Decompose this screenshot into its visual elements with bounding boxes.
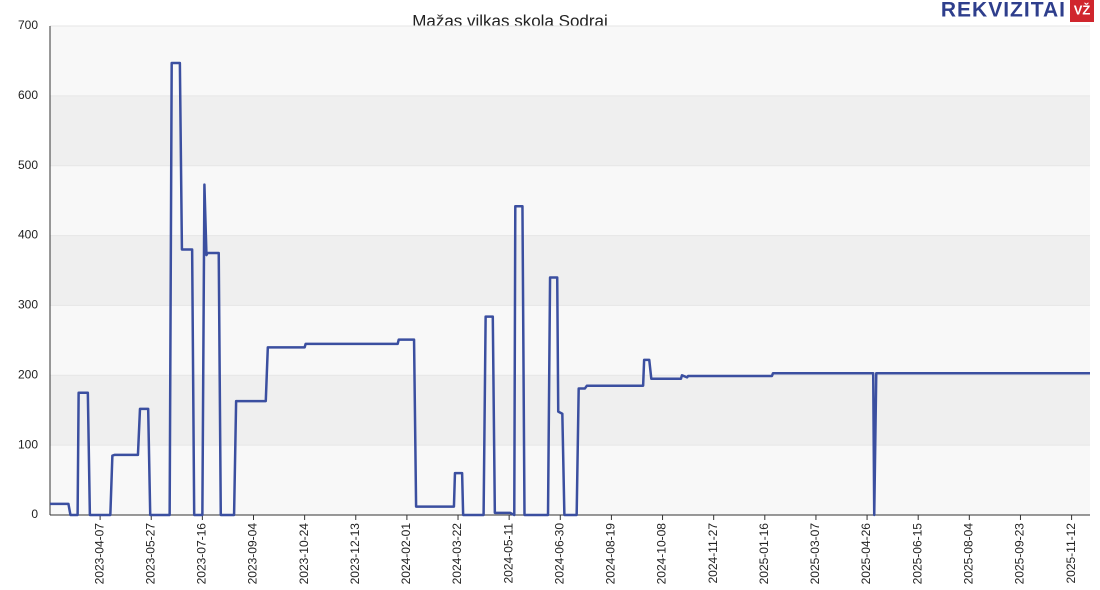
y-tick-label: 400 (18, 228, 38, 242)
x-tick-label: 2023-04-07 (92, 523, 106, 585)
x-tick-label: 2023-10-24 (297, 523, 311, 585)
x-tick-label: 2023-07-16 (195, 523, 209, 585)
y-tick-label: 0 (31, 507, 38, 521)
x-tick-label: 2025-09-23 (1013, 523, 1027, 585)
x-tick-label: 2024-08-19 (604, 523, 618, 585)
x-tick-label: 2025-08-04 (962, 523, 976, 585)
y-tick-label: 200 (18, 367, 38, 381)
x-tick-label: 2025-01-16 (757, 523, 771, 585)
y-tick-label: 700 (18, 18, 38, 32)
x-tick-label: 2024-11-27 (706, 523, 720, 584)
x-tick-label: 2023-05-27 (143, 523, 157, 585)
logo-badge-box (1070, 0, 1094, 22)
grid-band (50, 95, 1090, 166)
x-tick-label: 2024-06-30 (552, 523, 566, 585)
x-tick-label: 2023-09-04 (246, 523, 260, 585)
x-tick-label: 2025-06-15 (910, 523, 924, 585)
grid-band (50, 375, 1090, 446)
logo-brand: REKVIZITAI (941, 0, 1066, 22)
y-tick-label: 100 (18, 437, 38, 451)
x-tick-label: 2024-05-11 (501, 523, 515, 584)
x-tick-label: 2025-11-12 (1064, 523, 1078, 584)
logo-badge: VŽ (1074, 2, 1091, 17)
x-tick-label: 2025-03-07 (808, 523, 822, 585)
y-tick-label: 600 (18, 88, 38, 102)
x-tick-label: 2024-10-08 (655, 523, 669, 585)
y-tick-label: 300 (18, 298, 38, 312)
grid-band (50, 235, 1090, 306)
x-tick-label: 2024-03-22 (450, 523, 464, 585)
x-tick-label: 2025-04-26 (859, 523, 873, 585)
x-tick-label: 2024-02-01 (399, 523, 413, 585)
series-line (50, 61, 1090, 517)
x-tick-label: 2023-12-13 (348, 523, 362, 585)
y-tick-label: 500 (18, 158, 38, 172)
